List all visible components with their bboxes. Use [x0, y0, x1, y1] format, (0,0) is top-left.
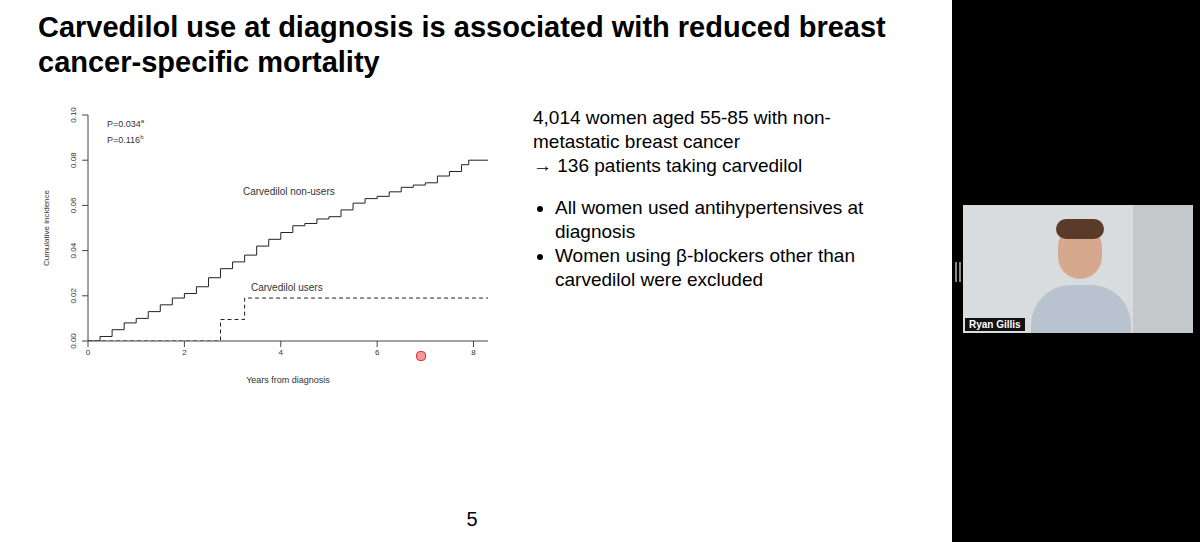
- html-text:4,014 women aged 55-85 with no: 4,014 women aged 55-85 with non-metastat…: [533, 107, 831, 152]
- svg-text:8: 8: [471, 348, 476, 357]
- html-text:Carvedilol non-users: Carvedilol non-users: [243, 186, 335, 197]
- svg-text:0: 0: [86, 348, 91, 357]
- svg-text:0.06: 0.06: [69, 197, 78, 213]
- html-text:P=0.034a: P=0.034a: [107, 118, 145, 129]
- svg-text:0.10: 0.10: [69, 107, 78, 123]
- svg-text:4: 4: [279, 348, 284, 357]
- svg-text:6: 6: [375, 348, 380, 357]
- html-text:All women used antihypertensiv: All women used antihypertensives at diag…: [555, 197, 864, 242]
- html-text:P=0.116b: P=0.116b: [107, 134, 144, 145]
- svg-text:Cumulative incidence: Cumulative incidence: [42, 189, 51, 266]
- html-text:→ 136 patients taking carvedil: → 136 patients taking carvedilol: [533, 155, 803, 176]
- svg-text:0.00: 0.00: [69, 333, 78, 349]
- html-text:Carvedilol use at diagnosis is: Carvedilol use at diagnosis is associate…: [38, 11, 886, 78]
- html-text:5: 5: [466, 508, 478, 530]
- svg-text:Years from diagnosis: Years from diagnosis: [246, 375, 330, 385]
- html-text:Ryan Gillis: Ryan Gillis: [969, 319, 1021, 330]
- html-text:Carvedilol users: Carvedilol users: [251, 282, 323, 293]
- svg-text:0.04: 0.04: [69, 242, 78, 258]
- html-text:Women using β-blockers other t: Women using β-blockers other than carved…: [555, 245, 855, 290]
- svg-text:0.08: 0.08: [69, 152, 78, 168]
- svg-text:0.02: 0.02: [69, 287, 78, 303]
- svg-text:2: 2: [182, 348, 187, 357]
